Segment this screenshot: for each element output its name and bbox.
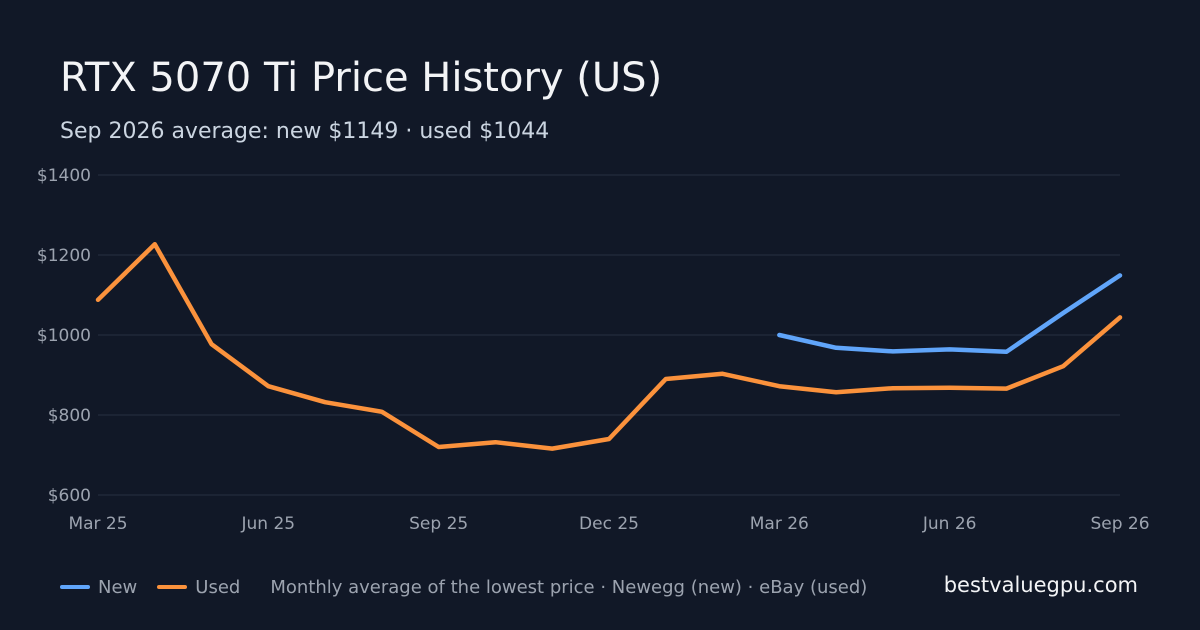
legend-item-used[interactable]: Used bbox=[157, 577, 240, 598]
x-tick-label: Dec 25 bbox=[579, 514, 639, 534]
x-tick-label: Mar 25 bbox=[68, 514, 127, 534]
y-tick-label: $1000 bbox=[37, 326, 91, 346]
y-tick-label: $600 bbox=[48, 486, 91, 506]
x-tick-label: Sep 26 bbox=[1090, 514, 1149, 534]
series-line-used bbox=[95, 241, 1123, 451]
y-tick-label: $1400 bbox=[37, 166, 91, 186]
chart-title: RTX 5070 Ti Price History (US) bbox=[60, 55, 663, 101]
y-tick-label: $1200 bbox=[37, 246, 91, 266]
y-tick-label: $800 bbox=[48, 406, 91, 426]
chart-subtitle: Sep 2026 average: new $1149 · used $1044 bbox=[60, 119, 550, 144]
y-axis-labels: $600 $800 $1000 $1200 $1400 bbox=[37, 166, 91, 506]
legend-swatch-new bbox=[60, 585, 90, 589]
series-line-new bbox=[777, 273, 1123, 355]
grid-lines bbox=[98, 174, 1120, 496]
legend-label-new: New bbox=[98, 576, 138, 598]
x-tick-label: Mar 26 bbox=[750, 514, 809, 534]
source-note: Monthly average of the lowest price · Ne… bbox=[270, 576, 868, 598]
x-axis-labels: Mar 25 Jun 25 Sep 25 Dec 25 Mar 26 Jun 26 Sep … bbox=[68, 514, 1149, 534]
legend: New Used Monthly average of the lowest p… bbox=[60, 572, 867, 602]
legend-item-new[interactable]: New bbox=[60, 577, 137, 598]
series-lines bbox=[95, 241, 1123, 451]
legend-label-used: Used bbox=[195, 576, 241, 598]
brand-link[interactable]: bestvaluegpu.com bbox=[943, 573, 1138, 597]
legend-swatch-used bbox=[157, 585, 188, 589]
x-tick-label: Jun 25 bbox=[241, 514, 296, 534]
x-tick-label: Sep 25 bbox=[409, 514, 468, 534]
x-tick-label: Jun 26 bbox=[922, 514, 977, 534]
